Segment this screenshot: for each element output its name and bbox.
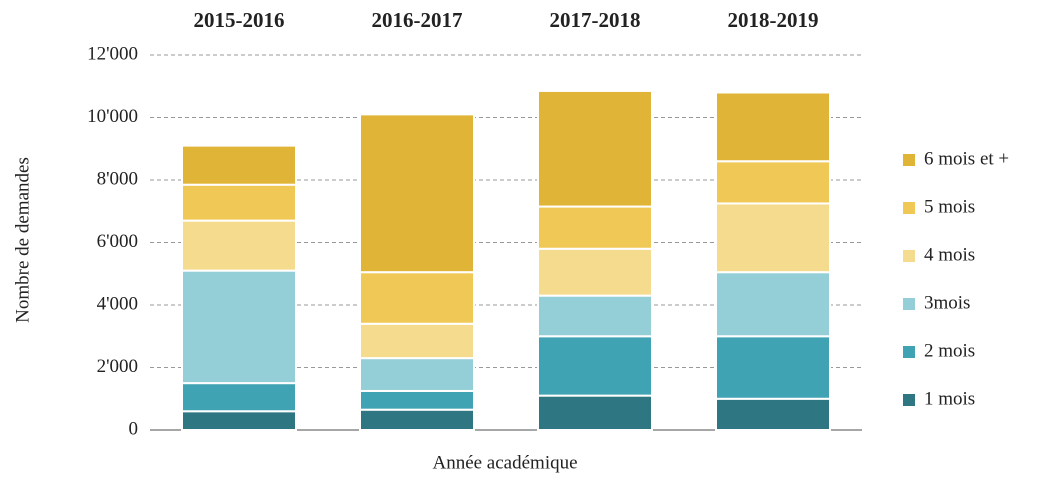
bar-segment — [359, 389, 475, 411]
bar-segment — [715, 160, 831, 205]
bar-segment — [181, 144, 297, 186]
bar-segment — [359, 113, 475, 274]
y-tick-label: 0 — [129, 418, 139, 439]
bar-segment — [537, 394, 653, 431]
legend-swatch — [903, 394, 915, 406]
bar-segment — [181, 382, 297, 413]
y-tick-label: 10'000 — [87, 106, 138, 127]
legend-label: 5 mois — [924, 196, 975, 217]
bar-segment — [537, 89, 653, 208]
legend-label: 6 mois et + — [924, 148, 1009, 169]
bar-segment — [537, 205, 653, 250]
bar-segment — [181, 410, 297, 431]
bar-segment — [359, 408, 475, 431]
legend-label: 4 mois — [924, 244, 975, 265]
legend-label: 3mois — [924, 292, 970, 313]
x-tick-label: 2015-2016 — [194, 8, 285, 32]
bar-segment — [359, 271, 475, 325]
y-tick-label: 12'000 — [87, 43, 138, 64]
legend-swatch — [903, 298, 915, 310]
legend-swatch — [903, 154, 915, 166]
legend-swatch — [903, 346, 915, 358]
y-tick-label: 6'000 — [97, 231, 138, 252]
x-axis-label: Année académique — [432, 452, 577, 473]
bar-segment — [181, 269, 297, 385]
x-tick-label: 2017-2018 — [550, 8, 641, 32]
x-tick-label: 2018-2019 — [728, 8, 819, 32]
bar-segment — [537, 335, 653, 397]
legend-swatch — [903, 202, 915, 214]
bar-segment — [715, 397, 831, 431]
bar-segment — [715, 202, 831, 274]
x-tick-label: 2016-2017 — [372, 8, 463, 32]
bar-segment — [181, 183, 297, 222]
bar-segment — [359, 357, 475, 392]
bar-segment — [537, 247, 653, 297]
bar-segment — [715, 335, 831, 400]
bar-segment — [715, 91, 831, 163]
y-tick-label: 4'000 — [97, 293, 138, 314]
bar-segment — [715, 271, 831, 338]
y-tick-label: 8'000 — [97, 168, 138, 189]
y-axis-label: Nombre de demandes — [12, 157, 33, 323]
y-tick-label: 2'000 — [97, 356, 138, 377]
legend-swatch — [903, 250, 915, 262]
bar-segment — [359, 322, 475, 360]
bar-segment — [537, 294, 653, 338]
legend-label: 1 mois — [924, 388, 975, 409]
legend-label: 2 mois — [924, 340, 975, 361]
bar-segment — [181, 219, 297, 272]
